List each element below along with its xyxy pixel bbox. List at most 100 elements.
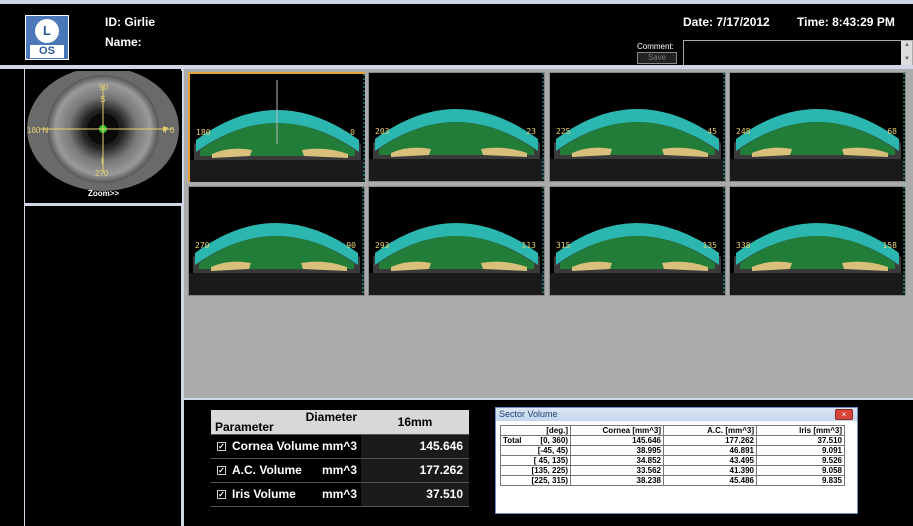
thumbnail-angle-right: 158 <box>882 241 897 250</box>
param-header-text: Parameter <box>215 419 274 434</box>
scan-thumbnail[interactable]: 315 135 <box>549 186 726 296</box>
parameter-table: Parameter Diameter 16mm ✓ Cornea Volume mm… <box>211 410 469 507</box>
scroll-down-icon[interactable]: ▼ <box>904 56 910 62</box>
scan-thumbnail[interactable]: 293 113 <box>368 186 545 296</box>
table-cell: 45.486 <box>663 475 757 486</box>
eye-label-t0: T 0 <box>163 126 175 135</box>
table-row: Total [0, 360) 145.646 177.262 37.510 <box>500 435 845 446</box>
table-cell: 38.995 <box>570 445 664 456</box>
table-cell: 9.526 <box>756 455 845 466</box>
table-row: [ 45, 135) 34.852 43.495 9.526 <box>500 455 845 466</box>
cornea-volume-label: ✓ Cornea Volume mm^3 <box>211 434 361 459</box>
eye-label-i: I <box>101 157 104 166</box>
table-cell: 34.852 <box>570 455 664 466</box>
row-unit: mm^3 <box>321 463 357 477</box>
iris-volume-label: ✓ Iris Volume mm^3 <box>211 482 361 507</box>
ac-volume-value: 177.262 <box>361 458 469 483</box>
exam-date: Date: 7/17/2012 <box>683 15 770 29</box>
row-prefix: Total <box>503 436 522 445</box>
scan-thumbnail[interactable]: 248 68 <box>729 72 906 182</box>
exam-time: Time: 8:43:29 PM <box>797 15 895 29</box>
eye-label-90: 90 <box>99 83 108 92</box>
patient-name: Name: <box>105 35 142 49</box>
thumbnail-angle-right: 23 <box>526 127 536 136</box>
thumbnail-angle-right: 113 <box>521 241 536 250</box>
logo-eye-label: OS <box>30 45 64 58</box>
thumbnail-angle-left: 315 <box>556 241 571 250</box>
scroll-up-icon[interactable]: ▲ <box>904 42 910 48</box>
table-cell: 38.238 <box>570 475 664 486</box>
row-label: Iris Volume <box>232 487 296 501</box>
table-cell: [ 45, 135) <box>500 455 571 466</box>
sector-title-text: Sector Volume <box>499 409 558 419</box>
eye-label-180n: 180 N <box>27 126 49 135</box>
zoom-button[interactable]: Zoom>> <box>87 189 120 198</box>
oct-scan-image <box>369 73 544 181</box>
thumbnail-angle-left: 293 <box>375 241 390 250</box>
col-header-iris: Iris [mm^3] <box>756 425 845 436</box>
table-row: [135, 225) 33.562 41.390 9.058 <box>500 465 845 476</box>
save-button[interactable]: Save <box>637 52 677 64</box>
thumbnail-angle-left: 248 <box>736 127 751 136</box>
iris-volume-value: 37.510 <box>361 482 469 507</box>
sector-volume-window[interactable]: Sector Volume × [deg.] Cornea [mm^3] A.C… <box>495 407 858 514</box>
table-cell: 9.835 <box>756 475 845 486</box>
table-row: ✓ Iris Volume mm^3 37.510 <box>211 482 469 507</box>
eye-label-s: S <box>100 95 106 104</box>
oct-scan-image <box>730 73 905 181</box>
table-cell: 37.510 <box>756 435 845 446</box>
iris-checkbox[interactable]: ✓ <box>217 490 226 500</box>
patient-id: ID: Girlie <box>105 15 156 29</box>
close-icon[interactable]: × <box>835 409 853 420</box>
col-header-deg: [deg.] <box>500 425 571 436</box>
table-row: [225, 315) 38.238 45.486 9.835 <box>500 475 845 486</box>
scan-thumbnail[interactable]: 270 90 <box>188 186 365 296</box>
sector-window-title[interactable]: Sector Volume × <box>496 408 857 421</box>
table-cell: [135, 225) <box>500 465 571 476</box>
thumbnail-angle-right: 0 <box>350 128 355 137</box>
thumbnail-angle-left: 338 <box>736 241 751 250</box>
table-row: ✓ A.C. Volume mm^3 177.262 <box>211 458 469 483</box>
table-cell: [-45, 45) <box>500 445 571 456</box>
row-label: Cornea Volume <box>232 439 320 453</box>
scan-thumbnail[interactable]: 180 0 <box>188 72 365 182</box>
oct-scan-image <box>369 187 544 295</box>
left-panel: 90 S 180 N T 0 I 270 Zoom>> <box>24 67 184 526</box>
table-cell: 9.058 <box>756 465 845 476</box>
cornea-checkbox[interactable]: ✓ <box>217 442 226 452</box>
table-cell: [225, 315) <box>500 475 571 486</box>
thumbnail-angle-left: 225 <box>556 127 571 136</box>
oct-scan-image <box>550 187 725 295</box>
col-header-ac: A.C. [mm^3] <box>663 425 757 436</box>
table-cell: Total [0, 360) <box>500 435 571 446</box>
thumbnail-angle-right: 68 <box>887 127 897 136</box>
table-cell: 177.262 <box>663 435 757 446</box>
comment-label: Comment: <box>637 42 674 51</box>
thumbnail-angle-right: 90 <box>346 241 356 250</box>
row-range: [-45, 45) <box>537 446 568 455</box>
scan-thumbnail[interactable]: 225 45 <box>549 72 726 182</box>
thumbnail-angle-left: 180 <box>196 128 211 137</box>
diameter-header: Diameter <box>305 409 357 424</box>
thumbnail-angle-left: 203 <box>375 127 390 136</box>
comment-input[interactable] <box>683 40 913 66</box>
oct-scan-image <box>730 187 905 295</box>
scan-thumbnail[interactable]: 338 158 <box>729 186 906 296</box>
row-unit: mm^3 <box>321 487 357 501</box>
size-header: 16mm <box>361 410 469 435</box>
table-cell: 9.091 <box>756 445 845 456</box>
comment-scrollbar[interactable]: ▲ ▼ <box>901 41 912 65</box>
scan-thumbnail[interactable]: 203 23 <box>368 72 545 182</box>
oct-scan-image <box>190 74 365 182</box>
eye-logo-icon: L OS <box>25 15 69 60</box>
row-label: A.C. Volume <box>232 463 302 477</box>
oct-scan-image <box>189 187 364 295</box>
row-range: [0, 360) <box>540 436 568 445</box>
ac-checkbox[interactable]: ✓ <box>217 466 226 476</box>
header-bar: L OS ID: Girlie Name: Date: 7/17/2012 Ti… <box>0 0 913 66</box>
table-row: [-45, 45) 38.995 46.891 9.091 <box>500 445 845 456</box>
table-header-row: [deg.] Cornea [mm^3] A.C. [mm^3] Iris [m… <box>500 425 845 436</box>
eye-overview[interactable]: 90 S 180 N T 0 I 270 Zoom>> <box>25 67 182 203</box>
thumbnail-angle-right: 45 <box>707 127 717 136</box>
row-range: [225, 315) <box>531 476 568 485</box>
